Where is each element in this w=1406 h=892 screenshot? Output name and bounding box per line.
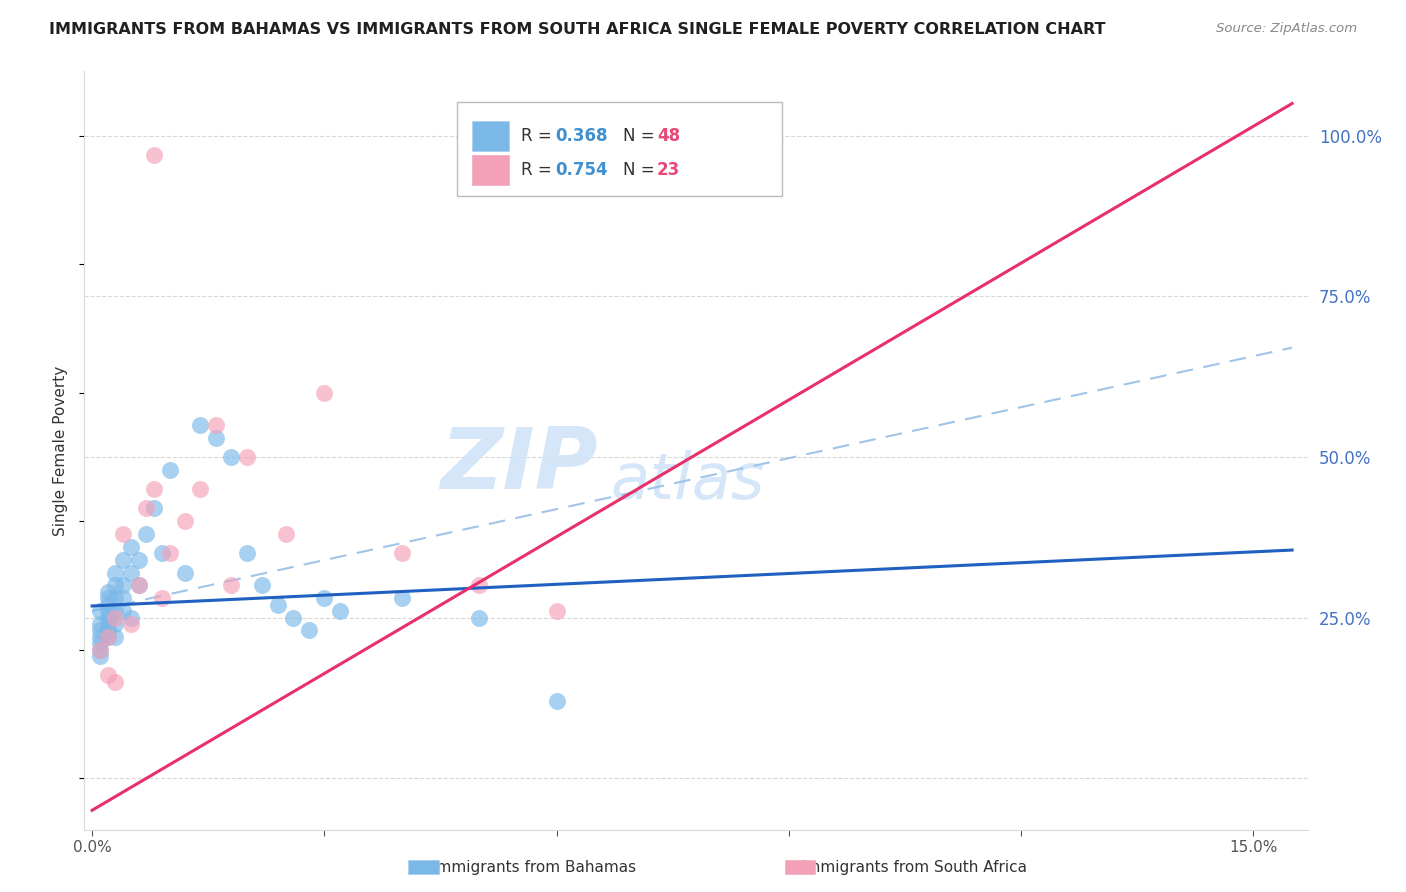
Point <box>205 417 228 432</box>
Point <box>97 610 120 624</box>
Point <box>89 630 111 644</box>
Point <box>150 591 173 606</box>
Text: IMMIGRANTS FROM BAHAMAS VS IMMIGRANTS FROM SOUTH AFRICA SINGLE FEMALE POVERTY CO: IMMIGRANTS FROM BAHAMAS VS IMMIGRANTS FR… <box>49 22 1105 37</box>
Point <box>120 566 142 580</box>
Point <box>190 482 212 496</box>
Point <box>128 552 150 566</box>
Point <box>150 546 173 560</box>
Text: N =: N = <box>623 127 659 145</box>
Text: R =: R = <box>522 127 557 145</box>
Point <box>174 514 197 528</box>
Point <box>89 616 111 631</box>
Point <box>97 630 120 644</box>
Text: Immigrants from South Africa: Immigrants from South Africa <box>801 860 1026 874</box>
Point <box>89 642 111 657</box>
Text: 0.368: 0.368 <box>555 127 607 145</box>
Point <box>274 527 297 541</box>
Point <box>89 636 111 650</box>
Point <box>97 668 120 682</box>
Point <box>236 546 259 560</box>
Point <box>205 431 228 445</box>
Text: R =: R = <box>522 161 557 179</box>
Point <box>112 578 135 592</box>
Point <box>97 598 120 612</box>
Point <box>112 527 135 541</box>
Point <box>104 630 127 644</box>
Point <box>128 578 150 592</box>
Bar <box>472 155 509 186</box>
Point <box>97 624 120 638</box>
Text: Source: ZipAtlas.com: Source: ZipAtlas.com <box>1216 22 1357 36</box>
Point <box>314 591 336 606</box>
Y-axis label: Single Female Poverty: Single Female Poverty <box>53 366 69 535</box>
Point <box>104 566 127 580</box>
Point <box>329 604 352 618</box>
Point <box>159 463 181 477</box>
Point <box>221 578 243 592</box>
Point <box>221 450 243 464</box>
Text: Immigrants from Bahamas: Immigrants from Bahamas <box>432 860 637 874</box>
Text: ZIP: ZIP <box>440 424 598 508</box>
Point <box>128 578 150 592</box>
Bar <box>472 120 509 151</box>
Text: atlas: atlas <box>610 450 765 512</box>
Point <box>391 546 413 560</box>
Point <box>97 584 120 599</box>
Point <box>89 624 111 638</box>
Point <box>120 616 142 631</box>
Point <box>236 450 259 464</box>
Point <box>97 591 120 606</box>
Point <box>97 630 120 644</box>
Point <box>135 527 157 541</box>
Bar <box>408 860 439 874</box>
Point <box>267 598 290 612</box>
Point <box>159 546 181 560</box>
Text: 23: 23 <box>657 161 681 179</box>
Point <box>104 616 127 631</box>
Point <box>143 148 166 162</box>
Point <box>190 417 212 432</box>
Point <box>468 578 491 592</box>
Point <box>174 566 197 580</box>
Point <box>104 591 127 606</box>
Point <box>89 604 111 618</box>
Point <box>104 578 127 592</box>
Point <box>252 578 274 592</box>
Point <box>120 540 142 554</box>
Point <box>104 610 127 624</box>
Point <box>283 610 305 624</box>
Point <box>546 694 568 708</box>
Text: 0.754: 0.754 <box>555 161 607 179</box>
Point <box>112 591 135 606</box>
Point <box>391 591 413 606</box>
FancyBboxPatch shape <box>457 102 782 196</box>
Bar <box>785 860 815 874</box>
Point <box>468 610 491 624</box>
Point <box>120 610 142 624</box>
Text: 48: 48 <box>657 127 681 145</box>
Point <box>89 649 111 664</box>
Point <box>97 616 120 631</box>
Point <box>112 604 135 618</box>
Point <box>143 501 166 516</box>
Text: N =: N = <box>623 161 659 179</box>
Point <box>314 385 336 400</box>
Point <box>89 642 111 657</box>
Point <box>135 501 157 516</box>
Point <box>104 604 127 618</box>
Point <box>546 604 568 618</box>
Point <box>112 552 135 566</box>
Point <box>104 674 127 689</box>
Point <box>143 482 166 496</box>
Point <box>97 604 120 618</box>
Point <box>298 624 321 638</box>
